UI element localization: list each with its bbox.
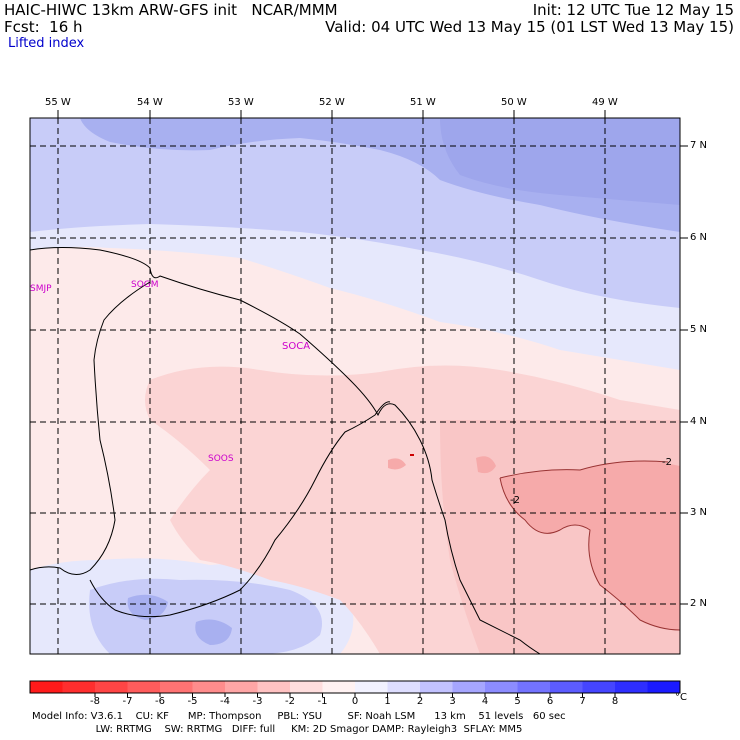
lon-label: 55 W bbox=[45, 97, 71, 108]
station-label: SOGM bbox=[131, 280, 159, 290]
lon-label: 52 W bbox=[319, 97, 345, 108]
contour-label: -2 bbox=[662, 457, 672, 468]
minus-two-contours bbox=[499, 460, 681, 631]
strongest-blue-region bbox=[440, 118, 680, 205]
colorbar-tick-label: -6 bbox=[155, 696, 165, 707]
colorbar-tick-label: 0 bbox=[351, 696, 359, 707]
forecast-hour: Fcst: 16 h bbox=[4, 18, 83, 36]
colorbar-tick-label: -8 bbox=[90, 696, 100, 707]
small-cell-marker bbox=[410, 454, 414, 456]
border-south bbox=[89, 401, 391, 618]
colorbar-tick-label: -4 bbox=[220, 696, 230, 707]
border-west bbox=[29, 281, 151, 575]
bottom-blue-cell-2 bbox=[195, 619, 232, 645]
colorbar-tick-label: -7 bbox=[122, 696, 133, 707]
colorbar-tick-label: 5 bbox=[514, 696, 521, 707]
colorbar-tick-label: 8 bbox=[611, 696, 619, 707]
field-name: Lifted index bbox=[8, 36, 85, 51]
valid-time: Valid: 04 UTC Wed 13 May 15 (01 LST Wed … bbox=[325, 18, 734, 36]
station-label: SOOS bbox=[208, 454, 234, 464]
mid-red-cell-1 bbox=[476, 456, 496, 474]
contour-line bbox=[499, 477, 681, 631]
contour-label: -2 bbox=[510, 495, 520, 506]
lifted-index-field bbox=[30, 118, 680, 654]
lat-label: 4 N bbox=[690, 416, 708, 427]
map-frame bbox=[29, 117, 681, 655]
init-time: Init: 12 UTC Tue 12 May 15 bbox=[532, 1, 734, 19]
lat-label: 3 N bbox=[690, 507, 708, 518]
colorbar-tick-label: 4 bbox=[481, 696, 489, 707]
colorbar-tick-label: 1 bbox=[384, 696, 391, 707]
lon-label: 54 W bbox=[137, 97, 163, 108]
colorbar-tick-label: 2 bbox=[416, 696, 424, 707]
model-info-line2: LW: RRTMG SW: RRTMG DIFF: full KM: 2D Sm… bbox=[32, 724, 523, 735]
colorbar-tick-label: -1 bbox=[317, 696, 328, 707]
colorbar-tick-label: -3 bbox=[252, 696, 263, 707]
axis-ticks bbox=[57, 110, 688, 605]
lat-label: 7 N bbox=[690, 140, 708, 151]
station-label: SOCA bbox=[282, 341, 311, 352]
colorbar-unit: °C bbox=[675, 692, 687, 703]
bottom-blue-cell-1 bbox=[127, 594, 168, 620]
contour-line bbox=[499, 460, 669, 479]
lat-lon-grid bbox=[30, 118, 680, 654]
mid-red-cell-2 bbox=[388, 458, 406, 470]
colorbar-tick-label: 6 bbox=[546, 696, 554, 707]
lon-label: 50 W bbox=[501, 97, 527, 108]
colorbar-tick-label: 7 bbox=[579, 696, 586, 707]
lon-label: 51 W bbox=[410, 97, 436, 108]
lat-label: 6 N bbox=[690, 232, 708, 243]
model-title: HAIC-HIWC 13km ARW-GFS init NCAR/MMM bbox=[4, 1, 338, 19]
lat-label: 2 N bbox=[690, 598, 708, 609]
station-label: SMJP bbox=[30, 284, 52, 294]
lon-label: 53 W bbox=[228, 97, 254, 108]
coastline bbox=[29, 247, 541, 655]
model-info-line1: Model Info: V3.6.1 CU: KF MP: Thompson P… bbox=[32, 711, 566, 722]
colorbar-tick-label: 3 bbox=[449, 696, 456, 707]
colorbar-tick-label: -5 bbox=[187, 696, 198, 707]
lat-label: 5 N bbox=[690, 324, 708, 335]
colorbar-tick-label: -2 bbox=[285, 696, 295, 707]
mid-red-region bbox=[500, 461, 680, 630]
lon-label: 49 W bbox=[592, 97, 618, 108]
coastlines bbox=[29, 247, 541, 655]
